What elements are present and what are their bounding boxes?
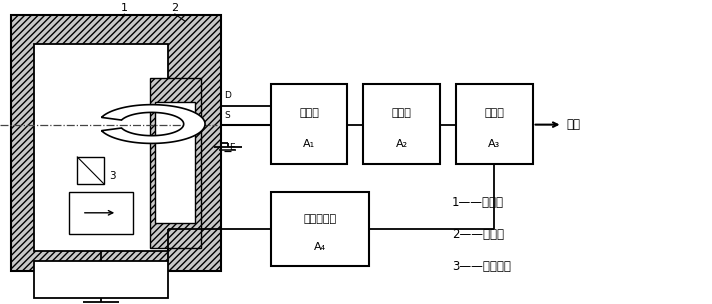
Bar <box>271 84 347 164</box>
Text: A₁: A₁ <box>303 139 315 149</box>
Bar <box>69 192 133 234</box>
Bar <box>271 192 369 266</box>
Bar <box>456 84 533 164</box>
Bar <box>155 102 195 223</box>
Text: 3——调速电机: 3——调速电机 <box>452 260 511 272</box>
Text: A₃: A₃ <box>488 139 501 149</box>
Bar <box>363 84 440 164</box>
Text: A₂: A₂ <box>395 139 408 149</box>
Text: A₄: A₄ <box>313 242 326 252</box>
Text: S: S <box>224 111 230 120</box>
Bar <box>34 261 168 298</box>
Text: 温度补偿器: 温度补偿器 <box>303 214 336 224</box>
Text: 2: 2 <box>171 3 178 12</box>
Text: 输出: 输出 <box>567 118 581 131</box>
Text: 3: 3 <box>110 171 116 181</box>
Text: 1: 1 <box>121 3 128 12</box>
Bar <box>11 15 221 271</box>
Bar <box>77 157 104 184</box>
Text: 加法器: 加法器 <box>484 109 504 118</box>
Text: 2——传感器: 2——传感器 <box>452 228 504 240</box>
Polygon shape <box>102 105 205 143</box>
Text: 滤波器: 滤波器 <box>392 109 412 118</box>
Text: D: D <box>224 91 231 100</box>
Text: 放大器: 放大器 <box>299 109 319 118</box>
Bar <box>34 44 168 251</box>
Text: 1——调制盘: 1——调制盘 <box>452 196 504 209</box>
Text: E: E <box>229 143 235 153</box>
Bar <box>150 78 201 248</box>
